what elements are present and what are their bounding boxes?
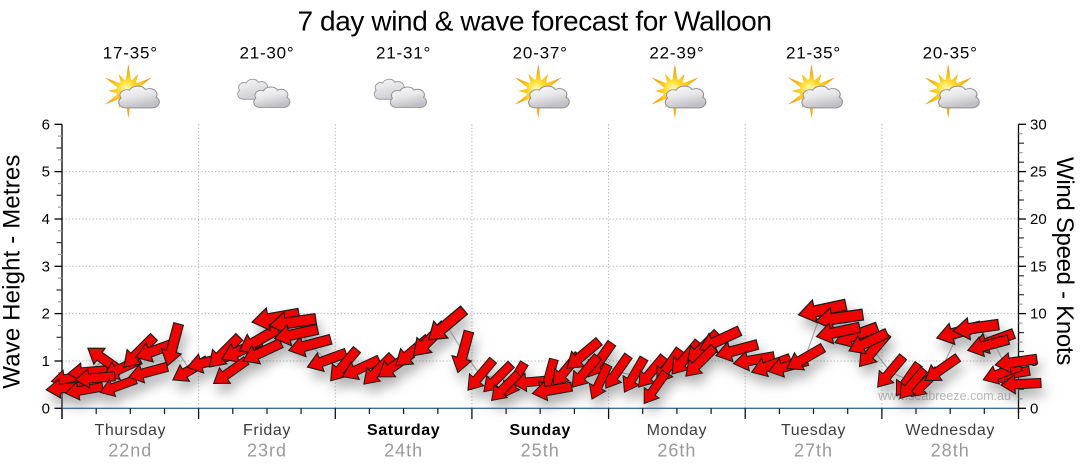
svg-text:4: 4 xyxy=(42,211,50,228)
svg-text:10: 10 xyxy=(1030,306,1047,323)
svg-text:20-37°: 20-37° xyxy=(513,44,568,63)
svg-text:21-30°: 21-30° xyxy=(239,44,294,63)
svg-text:Thursday: Thursday xyxy=(95,422,167,439)
svg-text:Wave Height - Metres: Wave Height - Metres xyxy=(0,155,26,389)
svg-text:21-35°: 21-35° xyxy=(786,44,841,63)
svg-text:23rd: 23rd xyxy=(247,441,287,461)
svg-text:17-35°: 17-35° xyxy=(103,44,158,63)
svg-text:21-31°: 21-31° xyxy=(376,44,431,63)
svg-text:5: 5 xyxy=(42,164,50,181)
svg-text:22nd: 22nd xyxy=(108,441,152,461)
svg-text:20: 20 xyxy=(1030,211,1047,228)
svg-text:27th: 27th xyxy=(794,441,833,461)
svg-text:25: 25 xyxy=(1030,164,1047,181)
svg-text:26th: 26th xyxy=(657,441,696,461)
svg-text:30: 30 xyxy=(1030,116,1047,133)
svg-text:Saturday: Saturday xyxy=(367,422,440,439)
svg-text:15: 15 xyxy=(1030,258,1047,275)
svg-text:Sunday: Sunday xyxy=(510,422,571,439)
svg-text:22-39°: 22-39° xyxy=(649,44,704,63)
svg-text:0: 0 xyxy=(42,400,50,417)
svg-text:24th: 24th xyxy=(384,441,423,461)
svg-text:6: 6 xyxy=(42,116,50,133)
svg-text:2: 2 xyxy=(42,306,50,323)
svg-text:25th: 25th xyxy=(521,441,560,461)
svg-text:Tuesday: Tuesday xyxy=(781,422,846,439)
svg-text:Wind Speed - Knots: Wind Speed - Knots xyxy=(1051,157,1078,365)
svg-text:3: 3 xyxy=(42,258,50,275)
svg-text:0: 0 xyxy=(1030,400,1038,417)
svg-text:Wednesday: Wednesday xyxy=(905,422,995,439)
svg-text:20-35°: 20-35° xyxy=(923,44,978,63)
svg-text:Friday: Friday xyxy=(243,422,291,439)
svg-text:7 day wind & wave forecast for: 7 day wind & wave forecast for Walloon xyxy=(298,6,772,37)
svg-text:1: 1 xyxy=(42,353,50,370)
svg-text:Monday: Monday xyxy=(647,422,708,439)
svg-text:28th: 28th xyxy=(931,441,970,461)
